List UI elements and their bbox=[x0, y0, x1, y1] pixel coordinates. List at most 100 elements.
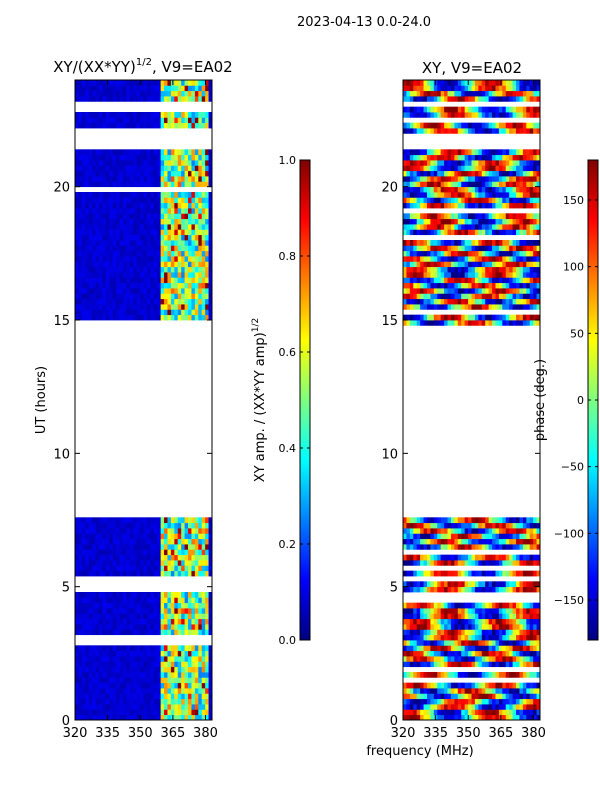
heatmap-cell bbox=[201, 650, 206, 657]
heatmap-cell bbox=[92, 256, 96, 262]
heatmap-cell bbox=[167, 224, 172, 230]
heatmap-cell bbox=[146, 709, 151, 716]
heatmap-cell bbox=[205, 117, 209, 124]
heatmap-cell bbox=[75, 714, 79, 721]
heatmap-cell bbox=[112, 272, 117, 278]
heatmap-cell bbox=[194, 650, 199, 657]
heatmap-cell bbox=[153, 298, 158, 305]
heatmap-cell bbox=[122, 650, 127, 657]
heatmap-cell bbox=[174, 592, 179, 598]
heatmap-cell bbox=[184, 656, 189, 662]
heatmap-cell bbox=[78, 293, 83, 300]
heatmap-cell bbox=[140, 112, 144, 118]
y-tick-label: 5 bbox=[62, 581, 70, 596]
heatmap-cell bbox=[191, 181, 196, 188]
heatmap-cell bbox=[126, 272, 131, 278]
heatmap-cell bbox=[129, 160, 134, 166]
heatmap-cell bbox=[495, 634, 500, 641]
heatmap-cell bbox=[526, 314, 531, 321]
heatmap-cell bbox=[426, 266, 431, 273]
heatmap-cell bbox=[420, 298, 424, 305]
heatmap-cell bbox=[181, 181, 185, 188]
heatmap-cell bbox=[485, 709, 490, 716]
heatmap-cell bbox=[474, 272, 479, 278]
heatmap-cell bbox=[122, 192, 127, 198]
heatmap-cell bbox=[536, 213, 541, 220]
heatmap-cell bbox=[433, 618, 438, 625]
heatmap-cell bbox=[136, 533, 141, 540]
heatmap-cell bbox=[478, 202, 483, 209]
heatmap-cell bbox=[416, 522, 421, 529]
heatmap-cell bbox=[205, 224, 209, 230]
heatmap-cell bbox=[526, 618, 531, 625]
heatmap-cell bbox=[403, 240, 407, 246]
heatmap-cell bbox=[516, 560, 520, 566]
heatmap-cell bbox=[413, 698, 418, 705]
heatmap-cell bbox=[184, 693, 189, 700]
heatmap-cell bbox=[464, 698, 469, 705]
heatmap-cell bbox=[129, 192, 134, 198]
heatmap-cell bbox=[468, 256, 472, 262]
heatmap-cell bbox=[208, 618, 213, 625]
heatmap-cell bbox=[488, 266, 493, 273]
heatmap-cell bbox=[492, 277, 496, 284]
heatmap-cell bbox=[423, 554, 428, 561]
heatmap-cell bbox=[78, 314, 83, 321]
heatmap-cell bbox=[98, 197, 103, 204]
heatmap-cell bbox=[481, 266, 486, 273]
heatmap-cell bbox=[457, 682, 462, 689]
heatmap-cell bbox=[468, 298, 472, 305]
heatmap-cell bbox=[208, 544, 213, 550]
heatmap-cell bbox=[529, 304, 534, 310]
heatmap-cell bbox=[157, 613, 162, 620]
heatmap-cell bbox=[174, 149, 179, 156]
heatmap-cell bbox=[122, 517, 127, 524]
heatmap-cell bbox=[188, 704, 192, 710]
heatmap-cell bbox=[126, 202, 131, 209]
heatmap-cell bbox=[426, 192, 431, 198]
heatmap-cell bbox=[75, 560, 79, 566]
heatmap-cell bbox=[457, 602, 462, 609]
heatmap-cell bbox=[409, 624, 414, 630]
heatmap-cell bbox=[129, 645, 134, 652]
heatmap-cell bbox=[533, 256, 537, 262]
heatmap-cell bbox=[78, 85, 83, 92]
heatmap-cell bbox=[157, 672, 162, 678]
heatmap-cell bbox=[167, 117, 172, 124]
heatmap-cell bbox=[81, 234, 86, 241]
heatmap-cell bbox=[512, 634, 517, 641]
heatmap-cell bbox=[102, 309, 107, 316]
heatmap-cell bbox=[164, 560, 168, 566]
heatmap-cell bbox=[188, 597, 192, 604]
heatmap-cell bbox=[85, 154, 90, 161]
heatmap-cell bbox=[92, 165, 96, 172]
heatmap-cell bbox=[164, 229, 168, 236]
heatmap-cell bbox=[122, 592, 127, 598]
heatmap-cell bbox=[194, 80, 199, 86]
heatmap-cell bbox=[129, 597, 134, 604]
heatmap-cell bbox=[164, 122, 168, 129]
heatmap-cell bbox=[505, 672, 510, 678]
heatmap-cell bbox=[75, 250, 79, 257]
heatmap-cell bbox=[512, 229, 517, 236]
heatmap-cell bbox=[75, 85, 79, 92]
heatmap-cell bbox=[88, 565, 93, 572]
heatmap-cell bbox=[88, 154, 93, 161]
heatmap-cell bbox=[133, 197, 138, 204]
heatmap-cell bbox=[420, 314, 424, 321]
heatmap-cell bbox=[505, 661, 510, 668]
heatmap-cell bbox=[533, 650, 537, 657]
heatmap-cell bbox=[102, 256, 107, 262]
heatmap-cell bbox=[85, 688, 90, 694]
heatmap-cell bbox=[75, 602, 79, 609]
heatmap-cell bbox=[454, 544, 459, 550]
heatmap-cell bbox=[505, 224, 510, 230]
heatmap-cell bbox=[136, 602, 141, 609]
heatmap-cell bbox=[426, 613, 431, 620]
heatmap-cell bbox=[184, 698, 189, 705]
heatmap-cell bbox=[498, 709, 503, 716]
heatmap-cell bbox=[502, 256, 507, 262]
heatmap-cell bbox=[75, 117, 79, 124]
heatmap-cell bbox=[471, 218, 476, 225]
heatmap-cell bbox=[136, 314, 141, 321]
